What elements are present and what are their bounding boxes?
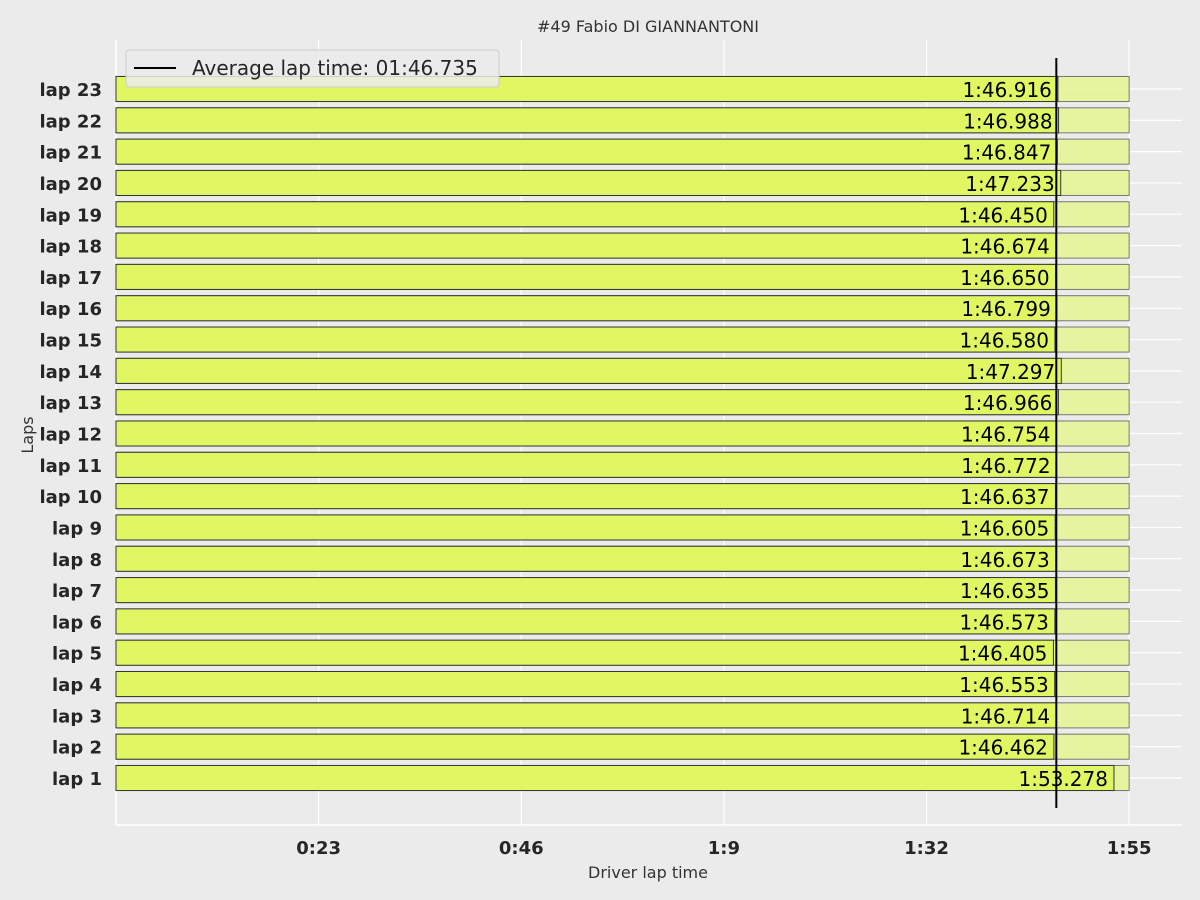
x-tick-label: 1:32 bbox=[904, 838, 949, 859]
bar bbox=[115, 451, 1058, 478]
bar bbox=[115, 483, 1056, 510]
lap-bars bbox=[115, 75, 1115, 792]
y-tick-label: lap 20 bbox=[39, 174, 102, 195]
bar bbox=[115, 357, 1062, 384]
y-tick-label: lap 8 bbox=[52, 550, 102, 571]
y-tick-label: lap 16 bbox=[39, 299, 102, 320]
bar bbox=[115, 702, 1057, 729]
data-label: 1:46.553 bbox=[959, 673, 1048, 697]
data-label: 1:46.799 bbox=[961, 297, 1050, 321]
data-label: 1:46.450 bbox=[958, 203, 1047, 227]
legend-box bbox=[125, 49, 500, 88]
data-label: 1:53.278 bbox=[1019, 767, 1108, 791]
y-tick-label: lap 19 bbox=[39, 205, 102, 226]
bar bbox=[115, 764, 1115, 792]
legend: Average lap time: 01:46.735 bbox=[125, 49, 500, 88]
x-tick-label: 1:55 bbox=[1107, 838, 1152, 859]
bar bbox=[115, 671, 1056, 698]
data-label: 1:46.754 bbox=[961, 423, 1050, 447]
bar bbox=[115, 514, 1056, 541]
x-tick-labels: 0:23 0:46 1:9 1:32 1:55 bbox=[296, 838, 1151, 859]
bar bbox=[115, 420, 1057, 447]
data-label: 1:46.462 bbox=[958, 736, 1047, 760]
data-label: 1:46.714 bbox=[961, 704, 1050, 728]
y-tick-label: lap 17 bbox=[39, 268, 102, 289]
data-label: 1:46.674 bbox=[960, 235, 1049, 259]
data-label: 1:46.988 bbox=[963, 109, 1052, 133]
bar bbox=[115, 169, 1062, 196]
data-label: 1:46.405 bbox=[958, 642, 1047, 666]
data-label: 1:47.233 bbox=[965, 172, 1054, 196]
y-tick-label: lap 15 bbox=[39, 331, 102, 352]
bar bbox=[115, 201, 1055, 228]
y-tick-labels: lap 1 lap 2 lap 3 lap 4 lap 5 lap 6 lap 7 lap 8… bbox=[39, 80, 102, 790]
y-tick-label: lap 3 bbox=[52, 706, 102, 727]
y-tick-label: lap 5 bbox=[52, 644, 102, 665]
y-tick-label: lap 18 bbox=[39, 237, 102, 258]
y-tick-label: lap 9 bbox=[52, 518, 102, 539]
y-tick-label: lap 1 bbox=[52, 769, 102, 790]
bar bbox=[115, 733, 1055, 760]
data-label: 1:46.605 bbox=[960, 516, 1049, 540]
data-label: 1:46.966 bbox=[963, 391, 1052, 415]
data-label: 1:46.637 bbox=[960, 485, 1049, 509]
data-label: 1:46.916 bbox=[962, 78, 1051, 102]
bar bbox=[115, 639, 1054, 666]
bar bbox=[115, 545, 1057, 572]
bar bbox=[115, 107, 1060, 134]
y-tick-label: lap 22 bbox=[39, 111, 102, 132]
data-labels: 1:53.278 1:46.462 1:46.714 1:46.553 1:46.405… bbox=[958, 78, 1108, 791]
data-label: 1:46.847 bbox=[962, 141, 1051, 165]
legend-label: Average lap time: 01:46.735 bbox=[192, 56, 478, 80]
y-axis-label: Laps bbox=[18, 416, 37, 453]
bar bbox=[115, 232, 1057, 259]
data-label: 1:46.772 bbox=[961, 454, 1050, 478]
data-label: 1:46.635 bbox=[960, 579, 1049, 603]
chart-title: #49 Fabio DI GIANNANTONI bbox=[537, 17, 759, 36]
bar bbox=[115, 295, 1058, 322]
y-tick-label: lap 6 bbox=[52, 612, 102, 633]
y-tick-label: lap 2 bbox=[52, 738, 102, 759]
bar bbox=[115, 608, 1056, 635]
data-label: 1:47.297 bbox=[966, 360, 1055, 384]
y-tick-label: lap 23 bbox=[39, 80, 102, 101]
y-tick-label: lap 13 bbox=[39, 393, 102, 414]
data-label: 1:46.580 bbox=[960, 329, 1049, 353]
data-label: 1:46.573 bbox=[959, 610, 1048, 634]
y-tick-label: lap 11 bbox=[39, 456, 102, 477]
y-tick-label: lap 4 bbox=[52, 675, 102, 696]
bar bbox=[115, 326, 1056, 353]
bar bbox=[115, 138, 1058, 165]
x-tick-label: 1:9 bbox=[708, 838, 740, 859]
x-tick-label: 0:46 bbox=[499, 838, 544, 859]
x-tick-label: 0:23 bbox=[296, 838, 341, 859]
y-tick-label: lap 21 bbox=[39, 143, 102, 164]
bar bbox=[115, 389, 1059, 416]
y-tick-label: lap 12 bbox=[39, 425, 102, 446]
data-label: 1:46.673 bbox=[960, 548, 1049, 572]
bar bbox=[115, 577, 1056, 604]
data-label: 1:46.650 bbox=[960, 266, 1049, 290]
y-tick-label: lap 14 bbox=[39, 362, 102, 383]
y-tick-label: lap 10 bbox=[39, 487, 102, 508]
x-axis-label: Driver lap time bbox=[588, 863, 708, 882]
bar bbox=[115, 263, 1057, 290]
y-tick-label: lap 7 bbox=[52, 581, 102, 602]
